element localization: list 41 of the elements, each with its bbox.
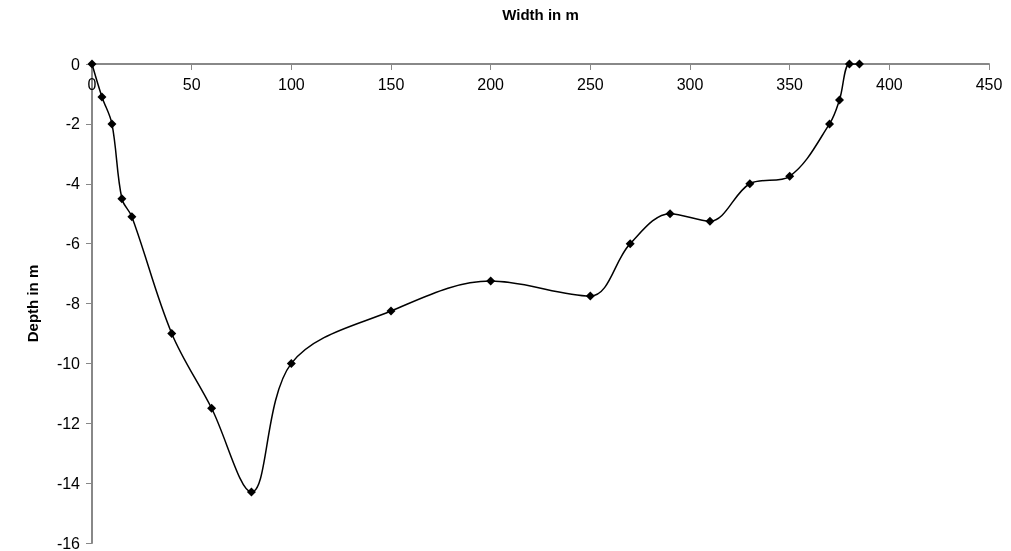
x-axis-title: Width in m [502,6,579,23]
point [745,179,755,189]
x-tick-label: 300 [676,75,704,93]
x-tick-label: 200 [477,75,505,93]
y-tick-label: -8 [65,295,81,312]
point [844,59,854,69]
point [585,291,595,301]
x-tick-label: 350 [776,75,804,93]
point [117,194,127,204]
y-tick-label: -10 [56,354,81,372]
y-tick-label: -16 [56,534,81,551]
y-tick-label: 0 [71,55,81,73]
y-tick-label: -4 [65,175,81,193]
y-tick-label: -14 [56,474,81,492]
x-tick-label: 50 [182,75,201,93]
point [246,487,256,497]
x-tick-label: 400 [875,75,903,93]
point [97,92,107,102]
point [486,276,496,286]
point [207,403,217,413]
point [107,119,117,129]
point [825,119,835,129]
point [785,171,795,181]
x-tick-label: 450 [975,75,1003,93]
point [665,209,675,219]
point [705,216,715,226]
x-tick-label: 0 [87,75,97,93]
x-tick-label: 250 [576,75,604,93]
point [127,212,137,222]
point [286,358,296,368]
x-tick-label: 150 [377,75,405,93]
point [854,59,864,69]
y-tick-label: -12 [56,414,81,432]
point [386,306,396,316]
y-tick-label: -6 [65,235,81,253]
point [625,239,635,249]
point [167,328,177,338]
point [835,95,844,105]
y-axis-title: Depth in m [24,264,41,343]
x-tick-label: 100 [277,75,305,93]
y-tick-label: -2 [65,115,81,133]
